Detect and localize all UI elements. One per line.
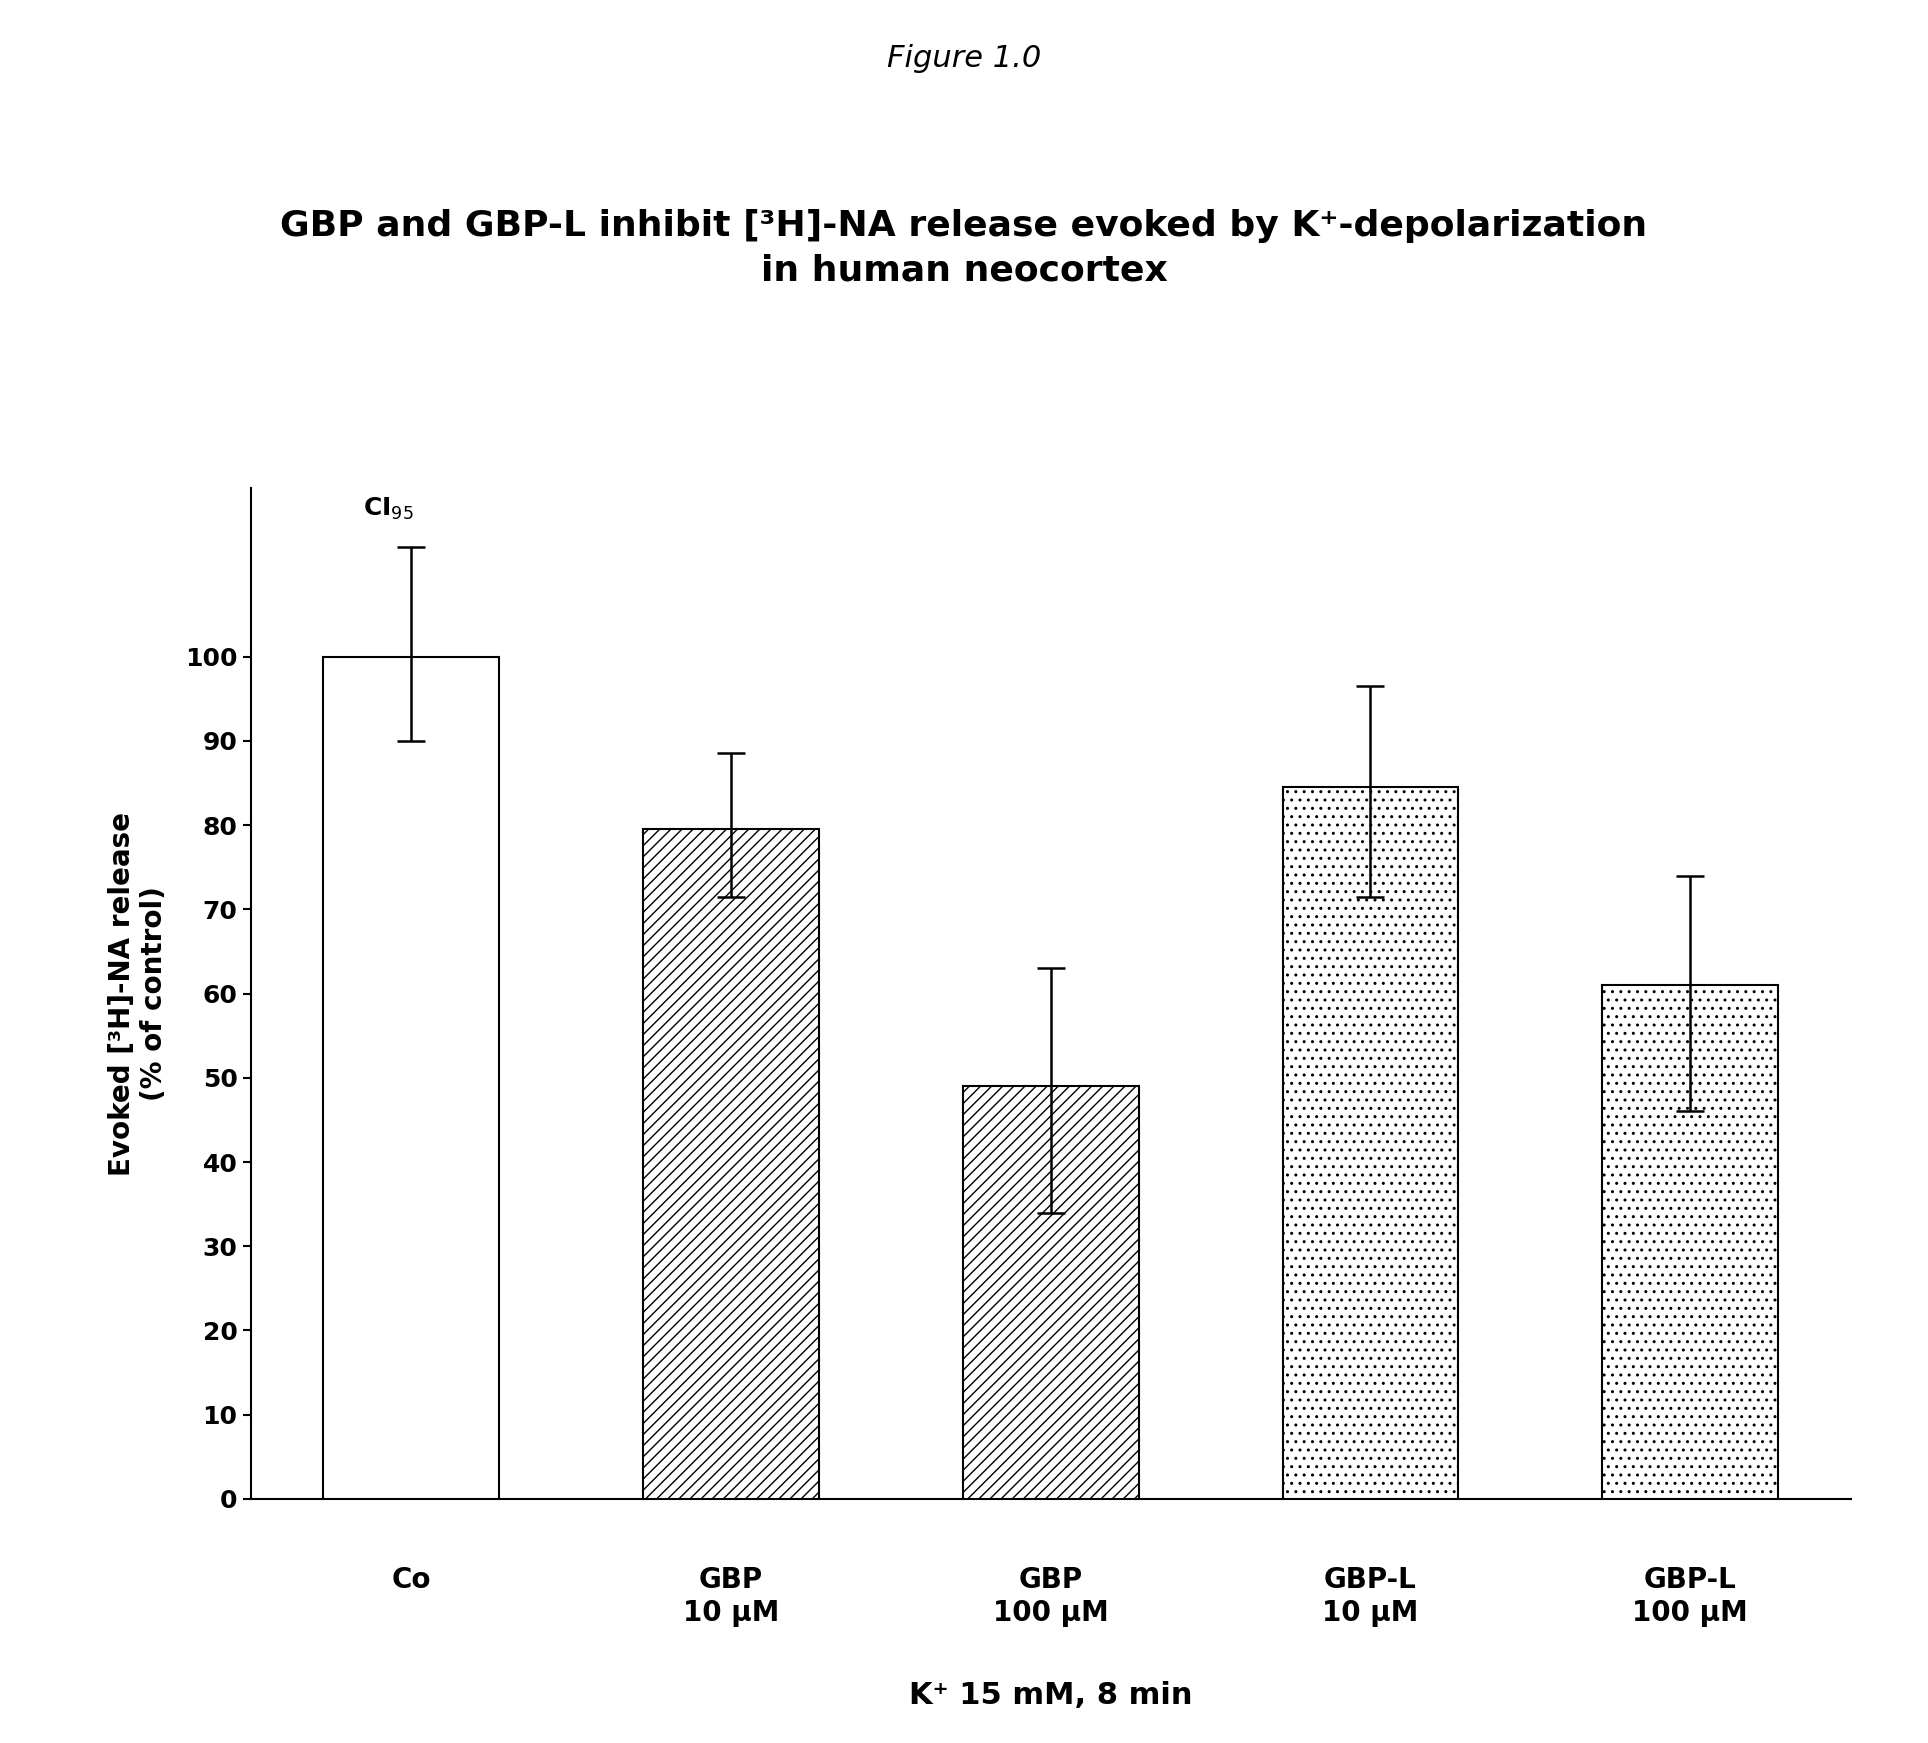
Text: GBP-L
100 μM: GBP-L 100 μM (1633, 1567, 1749, 1626)
Text: GBP and GBP-L inhibit [³H]-NA release evoked by K⁺-depolarization
in human neoco: GBP and GBP-L inhibit [³H]-NA release ev… (280, 209, 1648, 288)
Text: Figure 1.0: Figure 1.0 (887, 44, 1041, 73)
Text: GBP
10 μM: GBP 10 μM (683, 1567, 779, 1626)
Bar (962, 1086, 1139, 1499)
Text: GBP-L
10 μM: GBP-L 10 μM (1323, 1567, 1419, 1626)
Bar (1602, 985, 1778, 1499)
Y-axis label: Evoked [³H]-NA release
(% of control): Evoked [³H]-NA release (% of control) (108, 812, 168, 1175)
Text: GBP
100 μM: GBP 100 μM (993, 1567, 1109, 1626)
Bar (324, 657, 499, 1499)
Text: K⁺ 15 mM, 8 min: K⁺ 15 mM, 8 min (908, 1680, 1193, 1710)
Bar (1282, 788, 1458, 1499)
Text: Co: Co (391, 1567, 432, 1595)
Bar (644, 830, 819, 1499)
Text: CI$_{95}$: CI$_{95}$ (362, 495, 415, 521)
